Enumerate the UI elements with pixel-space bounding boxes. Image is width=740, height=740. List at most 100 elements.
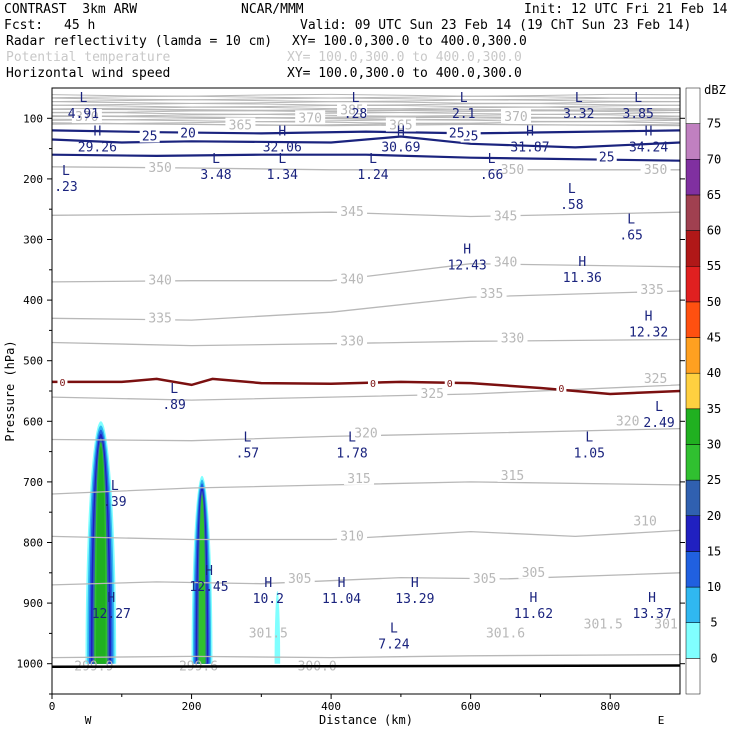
extremum-value-22: .57 [236, 447, 259, 462]
wind-label-bg-0-2 [596, 149, 617, 164]
extremum-value-9: 34.24 [629, 141, 668, 156]
colorbar-swatch-11 [685, 265, 701, 303]
zero-label-bg-1 [367, 377, 378, 389]
theta-label-340-2: 340 [494, 256, 517, 271]
extremum-letter-31: H [530, 591, 538, 606]
colorbar-swatch-6 [685, 444, 701, 481]
field-wind-name: Horizontal wind speed [6, 66, 171, 81]
theta-label-325-0: 325 [421, 387, 444, 402]
extremum-value-27: 10.2 [253, 592, 284, 607]
colorbar-swatch-16 [685, 87, 701, 124]
colorbar-swatch-12 [685, 230, 701, 267]
extremum-letter-13: L [369, 152, 377, 167]
zero-label-bg-2 [444, 377, 455, 389]
extremum-value-8: 31.87 [510, 141, 549, 156]
theta-label-bg-340-0 [145, 272, 176, 287]
extremum-letter-0: L [79, 91, 87, 106]
theta-label-330-0: 330 [340, 334, 363, 349]
extremum-value-20: .89 [162, 398, 185, 413]
theta-label-325-1: 325 [644, 372, 667, 387]
colorbar-label-20: 20 [707, 509, 721, 523]
extremum-value-15: .58 [560, 198, 583, 213]
extremum-letter-18: H [578, 255, 586, 270]
theta-label-bg-325-0 [417, 386, 448, 401]
colorbar-swatch-15 [685, 123, 701, 160]
theta-label-bg-370-2 [501, 109, 532, 124]
theta-label-350-0: 350 [148, 161, 171, 176]
extremum-letter-22: L [243, 431, 251, 446]
colorbar-swatch-7 [685, 408, 701, 445]
extremum-value-32: 13.37 [633, 607, 672, 622]
colorbar-swatch-9 [685, 337, 701, 374]
theta-label-bg-350-2 [640, 161, 671, 176]
extremum-letter-23: L [348, 431, 356, 446]
y-tick-label-600: 600 [23, 415, 43, 428]
theta-label-bg-365-1 [385, 117, 416, 132]
theta-label-bg-315-0 [344, 470, 375, 485]
theta-label-bg-385-0 [337, 102, 368, 117]
theta-stratosphere-line-110 [52, 122, 680, 126]
theta-label-385-0: 385 [340, 103, 363, 118]
extremum-value-17: 12.43 [448, 259, 487, 274]
theta-label-bg-350-1 [497, 161, 528, 176]
extremum-value-0: 4.91 [68, 107, 99, 122]
extremum-value-23: 1.78 [336, 447, 367, 462]
extremum-value-11: 3.48 [200, 168, 231, 183]
theta-label-370-1: 370 [298, 111, 321, 126]
reflectivity-cell-1-level-30 [198, 494, 206, 664]
x-axis-title: Distance (km) [319, 713, 413, 727]
extremum-letter-8: H [526, 125, 534, 140]
extremum-letter-27: H [264, 576, 272, 591]
field-reflectivity-name: Radar reflectivity (lamda = 10 cm) [6, 34, 273, 49]
colorbar-label-10: 10 [707, 580, 721, 594]
zero-label-3: 0 [558, 384, 564, 395]
extremum-letter-3: L [575, 91, 583, 106]
colorbar-swatch-1 [685, 622, 701, 659]
zero-contour [52, 377, 680, 396]
reflectivity-cell-0-level-35 [96, 446, 106, 664]
colorbar-swatch-3 [685, 551, 701, 588]
theta-min-label-3: 301.6 [486, 626, 525, 641]
y-tick-label-400: 400 [23, 294, 43, 307]
y-tick-label-300: 300 [23, 234, 43, 247]
wind-label-0-2: 25 [599, 151, 615, 166]
theta-label-bg-305-0 [284, 570, 315, 585]
extremum-value-3: 3.32 [563, 107, 594, 122]
theta-stratosphere-line-68 [52, 97, 680, 101]
theta-label-320-1: 320 [616, 414, 639, 429]
x-tick-label-200: 200 [182, 700, 202, 713]
y-tick-label-800: 800 [23, 537, 43, 550]
theta-label-310-1: 310 [633, 514, 656, 529]
extremum-value-14: .66 [480, 168, 503, 183]
extremum-letter-14: L [488, 152, 496, 167]
colorbar-swatch-0 [685, 658, 701, 695]
wind-contour-20-2 [52, 129, 680, 135]
extremum-value-31: 11.62 [514, 607, 553, 622]
colorbar-label-45: 45 [707, 331, 721, 345]
field-theta-name: Potential temperature [6, 50, 171, 65]
colorbar-swatch-8 [685, 372, 701, 410]
colorbar-label-75: 75 [707, 117, 721, 131]
colorbar-units: dBZ [704, 83, 726, 97]
colorbar-label-55: 55 [707, 259, 721, 273]
valid-time: Valid: 09 UTC Sun 23 Feb 14 (19 ChT Sun … [300, 18, 692, 33]
theta-label-345-1: 345 [494, 209, 517, 224]
colorbar-label-35: 35 [707, 402, 721, 416]
theta-label-350-2: 350 [644, 163, 667, 178]
theta-min-label-2: 301.5 [249, 626, 288, 641]
theta-label-350-1: 350 [501, 163, 524, 178]
wind-label-0-1: 25 [463, 129, 479, 144]
extremum-value-12: 1.34 [267, 168, 298, 183]
extremum-value-7: 30.69 [381, 141, 420, 156]
wind-contour-20-1 [52, 153, 680, 162]
theta-label-330-1: 330 [501, 331, 524, 346]
y-tick-label-1000: 1000 [17, 658, 44, 671]
theta-label-bg-350-0 [145, 159, 176, 174]
theta-contour-315 [52, 481, 680, 495]
model-title: CONTRAST 3km ARW [4, 2, 138, 17]
theta-label-335-1: 335 [480, 287, 503, 302]
theta-contour-310 [52, 529, 680, 541]
extremum-letter-21: L [655, 400, 663, 415]
theta-label-bg-335-1 [476, 286, 507, 301]
field-theta-xy: XY= 100.0,300.0 to 400.0,300.0 [287, 50, 522, 65]
